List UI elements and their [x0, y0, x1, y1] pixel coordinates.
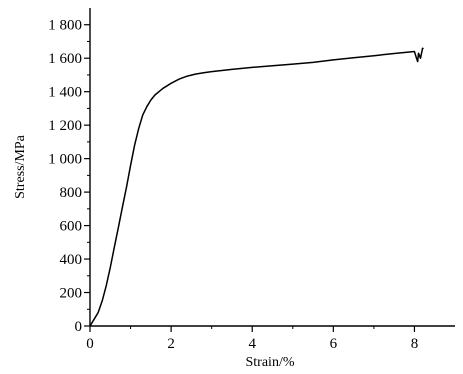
x-axis-ticks: 0 2 4 6 8 — [86, 326, 418, 352]
y-tick-label: 1 800 — [48, 18, 82, 34]
y-tick-label: 0 — [75, 319, 83, 335]
y-axis-title: Stress/MPa — [13, 134, 28, 199]
series-layer — [89, 47, 424, 327]
x-tick-label: 4 — [248, 336, 256, 352]
x-tick-label: 8 — [411, 336, 419, 352]
x-tick-label: 6 — [330, 336, 338, 352]
x-axis-title: Strain/% — [246, 355, 295, 370]
x-tick-label: 2 — [167, 336, 175, 352]
y-tick-label: 1 600 — [48, 51, 82, 67]
y-tick-label: 800 — [60, 185, 83, 201]
y-axis-ticks: 0 200 400 600 800 1 000 1 200 1 400 1 600 1 800 — [48, 18, 90, 335]
y-tick-label: 400 — [60, 252, 83, 268]
y-tick-label: 1 000 — [48, 152, 82, 168]
y-tick-label: 600 — [60, 219, 83, 235]
y-tick-label: 1 200 — [48, 118, 82, 134]
x-tick-label: 0 — [86, 336, 94, 352]
stress-strain-curve — [89, 47, 424, 327]
y-tick-label: 200 — [60, 286, 83, 302]
y-tick-label: 1 400 — [48, 85, 82, 101]
plot-area — [89, 8, 455, 327]
